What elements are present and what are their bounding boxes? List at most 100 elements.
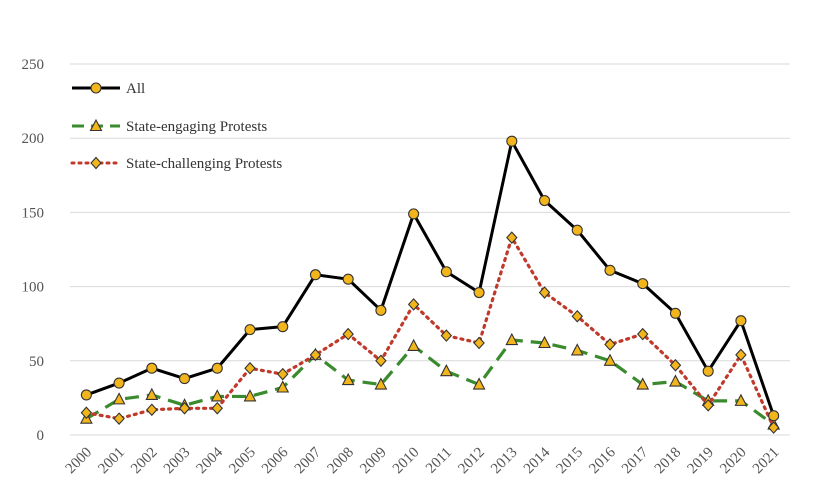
data-point-triangle (734, 393, 748, 406)
x-tick-label: 2014 (521, 444, 554, 477)
series-lines (79, 135, 781, 434)
data-point-diamond (146, 403, 158, 417)
data-point-circle (604, 264, 616, 276)
x-tick-label: 2002 (128, 445, 161, 478)
data-point-triangle (603, 353, 617, 366)
data-point-circle (375, 304, 387, 316)
data-point-circle (702, 365, 714, 377)
x-tick-label: 2016 (586, 444, 619, 477)
legend-entry: State-engaging Protests (72, 118, 267, 135)
x-tick-label: 2010 (390, 445, 423, 478)
data-point-triangle (145, 387, 159, 400)
data-point-triangle (439, 364, 453, 377)
y-tick-label: 100 (22, 280, 45, 296)
data-point-circle (211, 362, 223, 374)
y-tick-label: 200 (22, 131, 45, 147)
x-tick-label: 2004 (194, 444, 227, 477)
x-tick-label: 2007 (292, 444, 325, 477)
y-tick-label: 250 (22, 57, 45, 73)
series-line (85, 139, 776, 417)
data-point-circle (440, 266, 452, 278)
legend-marker-triangle (89, 118, 103, 132)
data-point-diamond (211, 401, 224, 415)
x-tick-label: 2018 (652, 445, 685, 478)
data-point-circle (342, 273, 354, 285)
data-point-diamond (702, 399, 714, 412)
data-point-triangle (669, 374, 682, 387)
data-point-diamond (735, 348, 747, 362)
data-point-circle (637, 278, 649, 290)
data-point-diamond (636, 327, 649, 341)
legend: All State-engaging Protests State-challeng… (70, 81, 282, 172)
data-point-diamond (604, 338, 616, 351)
data-point-diamond (767, 421, 780, 434)
x-tick-label: 2013 (488, 445, 521, 478)
x-tick-label: 2017 (619, 444, 652, 477)
data-point-triangle (570, 343, 584, 356)
data-point-circle (506, 135, 518, 147)
x-tick-label: 2005 (226, 445, 259, 478)
data-point-circle (80, 389, 92, 401)
legend-label: All (126, 81, 145, 97)
data-point-circle (146, 362, 158, 374)
x-tick-label: 2003 (161, 445, 194, 478)
x-tick-label: 2011 (423, 445, 455, 477)
data-point-circle (669, 307, 682, 319)
data-point-circle (571, 224, 583, 236)
series-line (85, 338, 775, 426)
data-point-triangle (243, 389, 257, 402)
x-tick-label: 2006 (259, 444, 292, 477)
data-point-triangle (112, 392, 126, 405)
data-point-diamond (506, 231, 518, 244)
data-point-diamond (571, 309, 584, 323)
data-point-triangle (636, 377, 650, 390)
gridlines (70, 63, 790, 436)
data-point-diamond (276, 367, 289, 381)
data-point-circle (538, 194, 551, 207)
legend-label: State-engaging Protests (126, 119, 267, 135)
data-point-triangle (210, 389, 224, 402)
y-tick-label: 50 (29, 354, 44, 370)
series-state-challenging-protests (80, 231, 780, 434)
x-tick-label: 2021 (750, 445, 783, 478)
series-line (84, 236, 776, 430)
x-axis: 2000 2001 2002 2003 2004 2005 2006 2007 2008 2009… (63, 444, 783, 477)
legend-entry: State-challenging Protests (70, 156, 282, 172)
x-tick-label: 2001 (95, 445, 128, 478)
data-point-triangle (374, 377, 388, 390)
data-point-circle (408, 208, 420, 220)
data-point-diamond (178, 401, 191, 415)
data-point-diamond (669, 358, 682, 372)
data-point-circle (768, 410, 780, 422)
y-tick-label: 0 (37, 428, 45, 444)
data-point-diamond (342, 327, 354, 341)
data-point-diamond (375, 354, 387, 368)
x-tick-label: 2020 (717, 445, 750, 478)
data-point-circle (113, 377, 125, 389)
data-point-circle (277, 321, 289, 333)
legend-marker-circle (90, 82, 102, 94)
data-point-diamond (309, 348, 322, 362)
data-point-diamond (473, 336, 485, 350)
x-tick-label: 2015 (554, 445, 587, 478)
data-point-diamond (538, 286, 551, 299)
data-point-circle (309, 269, 322, 281)
data-point-circle (735, 315, 747, 327)
data-point-diamond (440, 329, 453, 342)
data-point-diamond (244, 361, 256, 375)
data-point-circle (473, 286, 485, 299)
data-point-triangle (472, 377, 486, 390)
data-point-triangle (407, 338, 421, 352)
data-point-diamond (407, 298, 420, 311)
data-point-triangle (276, 380, 290, 393)
y-axis: 0 50 100 150 200 250 (22, 57, 45, 444)
legend-entry: All (72, 81, 145, 97)
x-tick-label: 2012 (455, 445, 488, 478)
data-point-triangle (505, 332, 519, 346)
legend-marker-diamond (90, 156, 102, 170)
legend-label: State-challenging Protests (126, 156, 282, 172)
data-point-circle (244, 324, 256, 336)
data-point-triangle (538, 335, 551, 349)
data-point-triangle (341, 372, 355, 386)
